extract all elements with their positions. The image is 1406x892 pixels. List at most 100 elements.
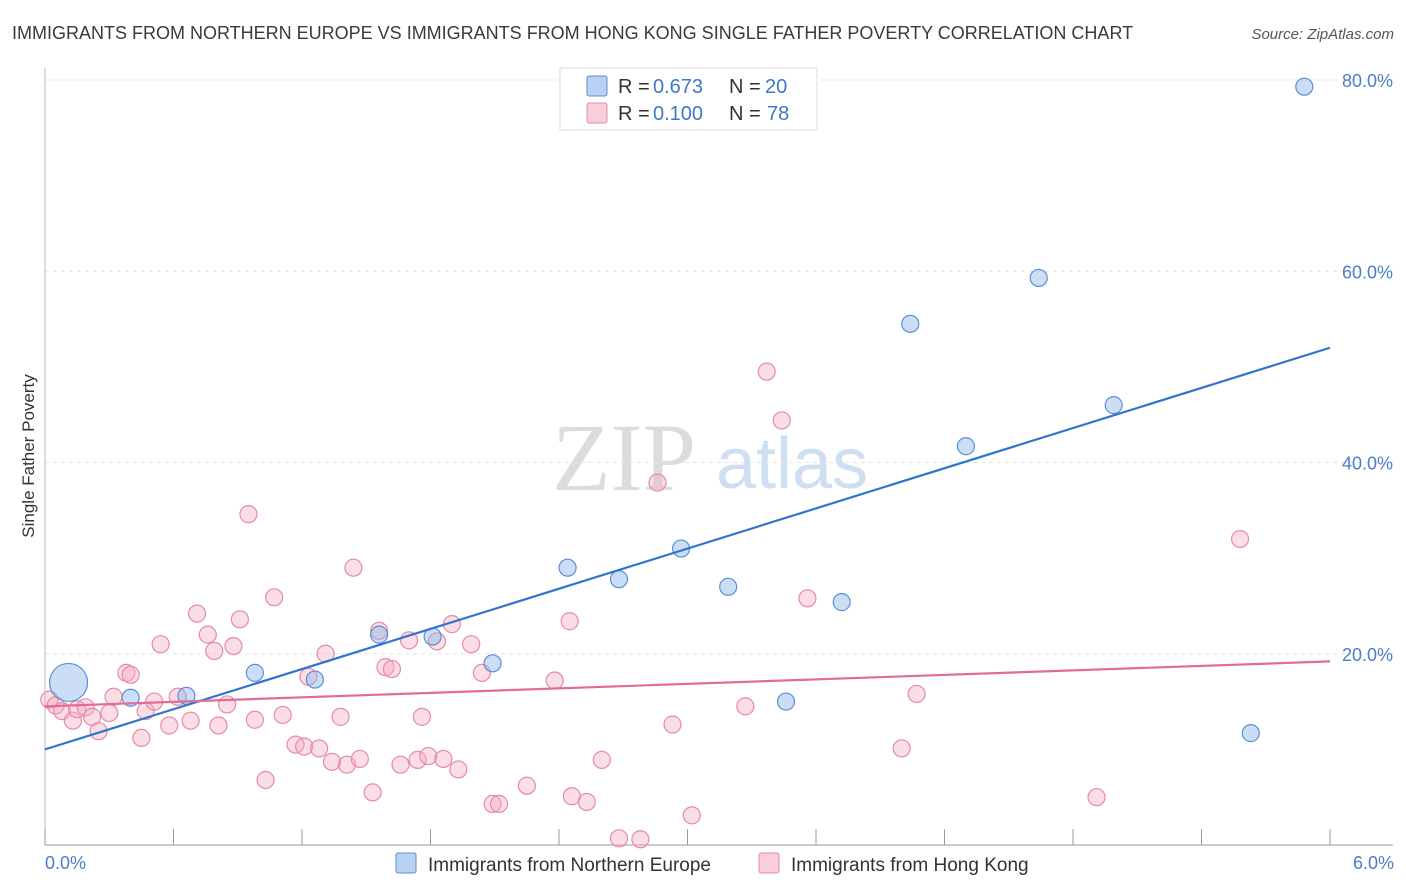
watermark-zip: ZIP bbox=[552, 404, 696, 511]
data-point-northern-europe bbox=[121, 688, 140, 707]
data-point-hong-kong bbox=[757, 362, 776, 381]
data-point-hong-kong bbox=[181, 711, 200, 730]
data-point-hong-kong bbox=[663, 715, 682, 734]
series-northern-europe-points bbox=[48, 77, 1314, 743]
data-point-northern-europe bbox=[245, 663, 264, 682]
y-tick-label: 20.0% bbox=[1342, 645, 1393, 665]
x-tick-label-max: 6.0% bbox=[1353, 853, 1394, 873]
data-point-hong-kong bbox=[76, 698, 95, 717]
legend-n-value-hong-kong: 78 bbox=[767, 103, 789, 125]
data-point-northern-europe bbox=[558, 558, 577, 577]
data-point-hong-kong bbox=[489, 794, 509, 813]
legend-swatch-hong-kong bbox=[586, 102, 608, 124]
trend-lines bbox=[44, 346, 1331, 751]
data-point-hong-kong bbox=[350, 749, 369, 769]
data-point-northern-europe bbox=[1241, 724, 1260, 743]
data-point-hong-kong bbox=[631, 830, 650, 849]
data-point-northern-europe bbox=[776, 692, 796, 711]
data-point-hong-kong bbox=[187, 604, 207, 623]
watermark-atlas: atlas bbox=[716, 424, 868, 504]
data-point-northern-europe bbox=[719, 577, 738, 596]
data-point-northern-europe bbox=[901, 314, 920, 333]
data-point-hong-kong bbox=[239, 505, 258, 524]
data-point-hong-kong bbox=[434, 749, 453, 769]
data-point-hong-kong bbox=[132, 728, 151, 748]
legend: R = 0.673 N = 20 R = 0.100 N = 78 bbox=[559, 67, 818, 131]
data-point-northern-europe bbox=[370, 625, 389, 644]
bottom-legend: Immigrants from Northern Europe Immigran… bbox=[395, 852, 1029, 876]
chart-source: Source: ZipAtlas.com bbox=[1251, 26, 1394, 43]
y-tick-label: 80.0% bbox=[1342, 71, 1393, 91]
data-point-hong-kong bbox=[907, 684, 926, 704]
trend-line-northern-europe bbox=[44, 346, 1331, 751]
data-point-hong-kong bbox=[89, 722, 108, 741]
legend-swatch-northern-europe bbox=[586, 75, 608, 97]
data-point-hong-kong bbox=[331, 707, 350, 726]
data-point-hong-kong bbox=[256, 770, 275, 790]
data-point-northern-europe bbox=[1029, 268, 1048, 288]
data-point-northern-europe bbox=[483, 654, 502, 673]
data-point-hong-kong bbox=[736, 697, 755, 716]
bottom-legend-label-hong-kong: Immigrants from Hong Kong bbox=[791, 855, 1029, 876]
data-point-hong-kong bbox=[382, 659, 402, 679]
data-point-hong-kong bbox=[483, 794, 502, 813]
chart-title: IMMIGRANTS FROM NORTHERN EUROPE VS IMMIG… bbox=[12, 23, 1133, 43]
data-point-hong-kong bbox=[63, 711, 82, 730]
data-point-northern-europe bbox=[1104, 396, 1123, 415]
y-tick-labels: 20.0% 40.0% 60.0% 80.0% bbox=[1342, 71, 1393, 665]
legend-r-value-hong-kong: 0.100 bbox=[653, 103, 703, 125]
data-point-hong-kong bbox=[295, 737, 314, 756]
data-point-hong-kong bbox=[217, 695, 237, 714]
legend-r-value-northern-europe: 0.673 bbox=[653, 76, 703, 98]
data-point-hong-kong bbox=[209, 716, 228, 735]
legend-n-label: N = bbox=[729, 103, 761, 125]
data-point-northern-europe bbox=[832, 593, 851, 612]
axes bbox=[44, 68, 1393, 846]
data-point-hong-kong bbox=[322, 752, 342, 771]
data-point-hong-kong bbox=[1087, 788, 1106, 807]
data-point-hong-kong bbox=[376, 658, 395, 677]
data-point-hong-kong bbox=[370, 621, 389, 640]
data-point-hong-kong bbox=[391, 755, 410, 774]
data-point-hong-kong bbox=[310, 739, 329, 758]
legend-r-label: R = bbox=[618, 103, 650, 125]
grid bbox=[45, 79, 1393, 655]
data-point-hong-kong bbox=[160, 716, 179, 735]
y-tick-label: 60.0% bbox=[1342, 262, 1393, 282]
data-point-hong-kong bbox=[412, 707, 432, 726]
data-point-hong-kong bbox=[648, 473, 667, 492]
watermark: ZIP atlas bbox=[552, 404, 868, 511]
data-point-hong-kong bbox=[419, 746, 438, 766]
data-point-hong-kong bbox=[224, 636, 243, 656]
data-point-hong-kong bbox=[205, 641, 224, 660]
data-point-northern-europe bbox=[609, 570, 629, 589]
data-point-hong-kong bbox=[577, 792, 596, 812]
trend-line-hong-kong bbox=[44, 660, 1331, 708]
bottom-legend-swatch-northern-europe bbox=[395, 852, 417, 874]
series-hong-kong-points bbox=[40, 362, 1250, 849]
data-point-northern-europe bbox=[48, 662, 89, 703]
data-point-hong-kong bbox=[449, 760, 468, 779]
data-point-hong-kong bbox=[344, 558, 363, 577]
data-point-hong-kong bbox=[592, 750, 611, 769]
data-point-hong-kong bbox=[545, 671, 564, 690]
legend-r-label: R = bbox=[618, 76, 650, 98]
legend-n-label: N = bbox=[729, 76, 761, 98]
data-point-hong-kong bbox=[517, 776, 536, 795]
y-axis-label: Single Father Poverty bbox=[19, 374, 38, 538]
bottom-legend-label-northern-europe: Immigrants from Northern Europe bbox=[428, 855, 711, 876]
x-tick-label-min: 0.0% bbox=[45, 853, 86, 873]
data-point-hong-kong bbox=[363, 783, 382, 802]
data-point-hong-kong bbox=[265, 588, 284, 607]
data-point-hong-kong bbox=[560, 612, 579, 631]
data-point-northern-europe bbox=[956, 437, 976, 456]
data-point-hong-kong bbox=[609, 829, 629, 848]
data-point-northern-europe bbox=[305, 670, 324, 689]
data-point-hong-kong bbox=[245, 710, 264, 729]
data-point-hong-kong bbox=[273, 705, 292, 725]
data-point-hong-kong bbox=[121, 665, 140, 684]
data-point-hong-kong bbox=[408, 750, 427, 769]
data-point-hong-kong bbox=[198, 625, 217, 644]
data-point-hong-kong bbox=[682, 806, 701, 825]
